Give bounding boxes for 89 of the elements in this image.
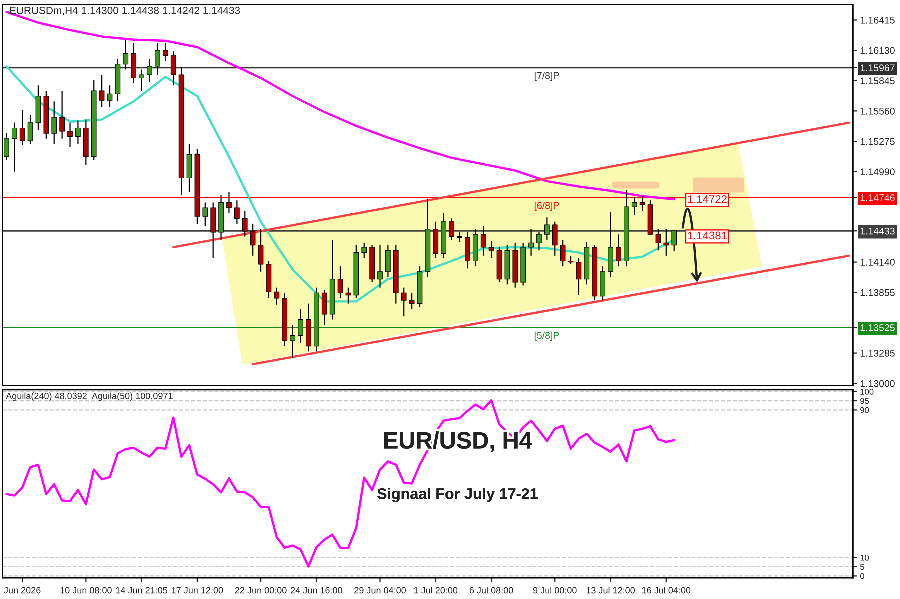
candlestick bbox=[155, 42, 160, 76]
candlestick bbox=[99, 74, 105, 108]
candlestick bbox=[234, 200, 240, 225]
candlestick bbox=[298, 308, 304, 344]
y-tick-label: 1.16415 bbox=[860, 16, 895, 24]
candlestick bbox=[449, 218, 454, 241]
candlestick bbox=[465, 232, 470, 270]
candlestick bbox=[186, 144, 192, 193]
candlestick bbox=[290, 324, 296, 359]
x-tick-label: 22 Jun 00:00 bbox=[235, 587, 287, 594]
x-tick-label: 17 Jun 12:00 bbox=[172, 587, 224, 594]
y-tick-label: 95 bbox=[860, 398, 870, 404]
candlestick bbox=[536, 232, 542, 252]
x-tick-label: 29 Jun 04:00 bbox=[354, 587, 406, 594]
x-tick-label: 6 Jul 08:00 bbox=[470, 587, 514, 594]
candlestick bbox=[202, 202, 208, 227]
ref-line-label: [7/8]P bbox=[534, 72, 560, 82]
candlestick bbox=[139, 69, 144, 92]
candlestick bbox=[544, 217, 550, 241]
candlestick bbox=[576, 258, 582, 296]
candlestick bbox=[12, 122, 18, 172]
candlestick bbox=[250, 223, 256, 256]
candlestick bbox=[20, 110, 26, 146]
candlestick bbox=[378, 244, 383, 288]
candlestick bbox=[457, 232, 462, 243]
x-tick-label: 9 Jul 00:00 bbox=[533, 587, 577, 594]
x-tick-label: 1 Jul 20:00 bbox=[414, 587, 458, 594]
y-tick-label: 1.15967 bbox=[860, 64, 895, 72]
candlestick bbox=[362, 242, 368, 259]
y-tick-label: 1.14140 bbox=[860, 259, 895, 266]
candlestick bbox=[76, 120, 81, 145]
y-tick-label: 0 bbox=[860, 573, 864, 580]
candlestick bbox=[242, 210, 248, 238]
candlestick bbox=[632, 196, 638, 216]
candlestick bbox=[560, 239, 566, 268]
candlestick bbox=[616, 234, 622, 268]
y-tick-label: 1.13855 bbox=[860, 289, 895, 296]
annotation: 1.14381 bbox=[688, 232, 727, 240]
annotation: 1.14722 bbox=[688, 195, 727, 204]
candlestick bbox=[123, 39, 129, 70]
candlestick bbox=[274, 287, 280, 306]
chart-subtitle: Aguila(240) 48.0392 Aguila(50) 100.0971 bbox=[6, 392, 173, 402]
x-tick-label: 24 Jun 16:00 bbox=[291, 587, 342, 594]
candlestick bbox=[552, 221, 558, 256]
y-tick-label: 5 bbox=[860, 564, 864, 570]
x-tick-label: 13 Jul 12:00 bbox=[586, 587, 636, 594]
y-tick-label: 1.15275 bbox=[860, 138, 895, 146]
y-tick-label: 1.14990 bbox=[860, 168, 895, 176]
candlestick bbox=[488, 240, 494, 259]
candlestick bbox=[52, 101, 58, 145]
candlestick bbox=[664, 228, 670, 256]
candlestick bbox=[147, 58, 152, 84]
candlestick bbox=[672, 230, 678, 252]
chart-title: EURUSDm,H4 1.14300 1.14438 1.14242 1.14433 bbox=[10, 6, 240, 16]
y-tick-label: 1.14433 bbox=[860, 228, 895, 235]
y-tick-label: 1.13000 bbox=[860, 380, 895, 388]
y-tick-label: 1.14746 bbox=[860, 194, 895, 202]
candlestick bbox=[162, 42, 168, 62]
candlestick bbox=[68, 122, 73, 148]
y-tick-label: 90 bbox=[860, 407, 870, 414]
y-tick-label: 1.15560 bbox=[860, 108, 895, 115]
x-tick-label: Jun 2026 bbox=[4, 587, 41, 594]
y-tick-label: 1.16130 bbox=[860, 47, 895, 54]
candlestick bbox=[226, 192, 232, 214]
y-tick-label: 10 bbox=[860, 554, 870, 561]
x-tick-label: 16 Jul 04:00 bbox=[642, 587, 691, 594]
candlestick bbox=[480, 226, 486, 256]
ref-line-label: [6/8]P bbox=[534, 202, 560, 212]
y-tick-label: 100 bbox=[860, 388, 874, 395]
candlestick bbox=[28, 114, 34, 145]
candlestick bbox=[401, 287, 407, 318]
candlestick bbox=[528, 228, 534, 256]
x-tick-label: 10 Jun 08:00 bbox=[60, 587, 112, 594]
candlestick bbox=[60, 90, 65, 140]
candlestick bbox=[338, 266, 344, 300]
y-tick-label: 1.13525 bbox=[860, 324, 895, 332]
candlestick bbox=[258, 228, 264, 272]
candlestick bbox=[656, 228, 662, 252]
candlestick bbox=[322, 289, 328, 326]
candlestick bbox=[640, 196, 646, 212]
candlestick bbox=[409, 292, 415, 310]
candlestick bbox=[170, 51, 176, 86]
candlestick bbox=[107, 85, 113, 108]
y-tick-label: 1.13285 bbox=[860, 350, 895, 357]
candlestick bbox=[386, 244, 391, 278]
ref-line-label: [5/8]P bbox=[534, 332, 560, 341]
x-tick-label: 14 Jun 21:05 bbox=[116, 587, 168, 594]
y-tick-label: 1.15845 bbox=[860, 78, 895, 84]
annotation: Signaal For July 17-21 bbox=[378, 488, 538, 502]
